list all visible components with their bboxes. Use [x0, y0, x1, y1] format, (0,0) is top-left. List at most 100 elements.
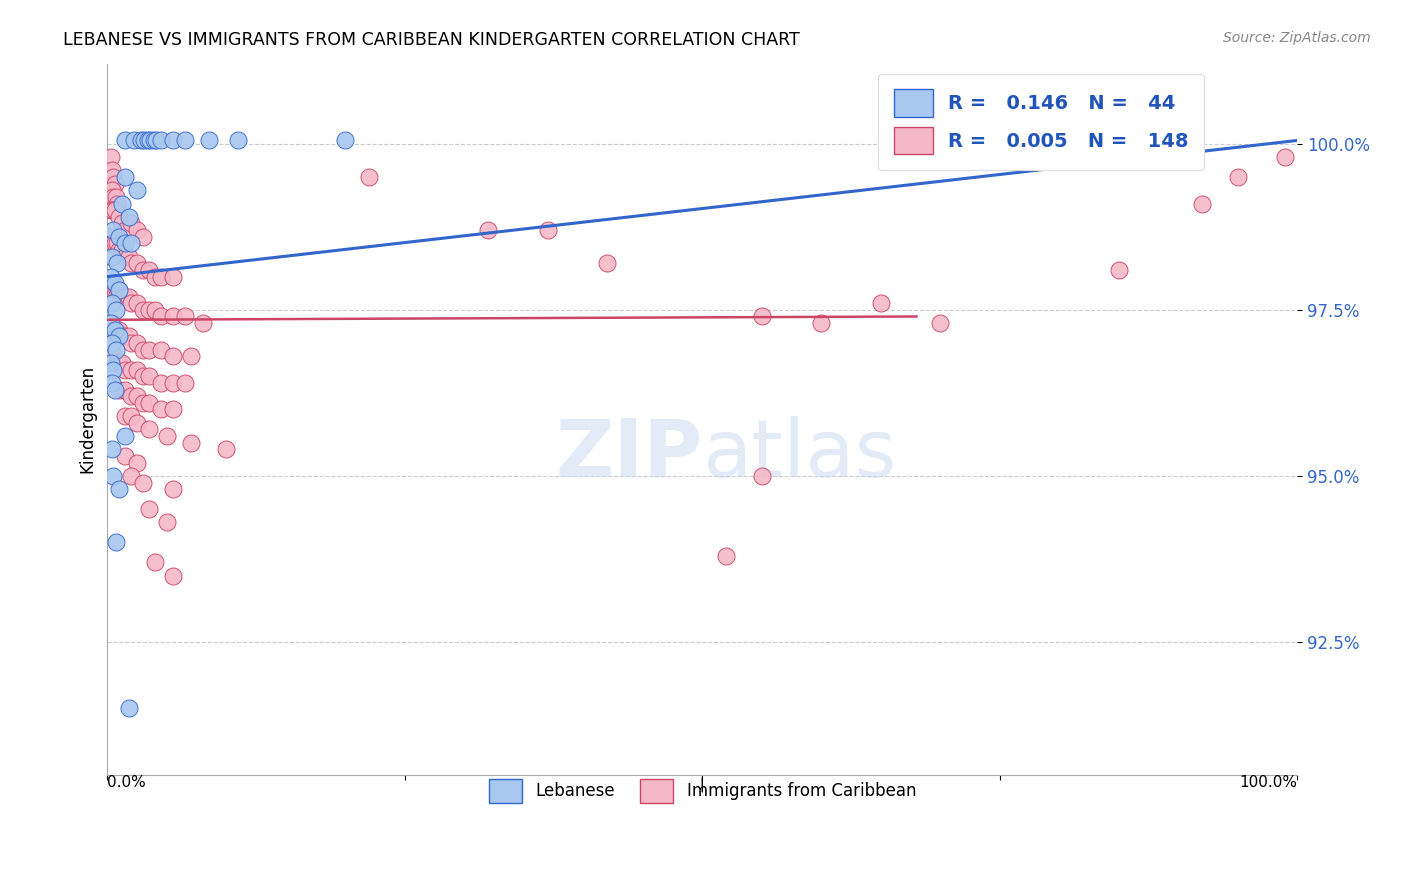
Point	[101, 376, 124, 390]
Point	[136, 133, 159, 147]
Point	[108, 356, 131, 370]
Point	[143, 302, 166, 317]
Point	[173, 133, 195, 147]
Point	[114, 169, 136, 184]
Point	[101, 336, 124, 351]
Point	[108, 283, 131, 297]
Point	[145, 133, 167, 147]
Point	[162, 376, 184, 390]
Point	[104, 343, 127, 357]
Point	[114, 223, 136, 237]
Point	[197, 133, 219, 147]
Point	[100, 203, 122, 218]
Point	[173, 310, 195, 324]
Point	[111, 217, 134, 231]
Point	[132, 475, 155, 490]
Point	[149, 343, 172, 357]
Point	[108, 243, 131, 257]
Point	[111, 356, 134, 370]
Point	[114, 133, 136, 147]
Point	[114, 362, 136, 376]
Point	[103, 323, 125, 337]
Point	[100, 269, 122, 284]
Point	[118, 250, 141, 264]
Point	[751, 469, 773, 483]
Point	[120, 362, 142, 376]
Point	[215, 442, 238, 457]
Point	[103, 203, 125, 218]
Point	[134, 133, 156, 147]
Point	[173, 376, 195, 390]
Point	[103, 283, 125, 297]
Point	[103, 169, 125, 184]
Point	[120, 409, 142, 423]
Point	[127, 362, 149, 376]
Point	[111, 289, 134, 303]
Point	[100, 356, 122, 370]
Point	[477, 223, 499, 237]
Point	[149, 376, 172, 390]
Point	[129, 133, 152, 147]
Point	[156, 516, 179, 530]
Point	[714, 549, 737, 563]
Point	[359, 169, 381, 184]
Point	[127, 336, 149, 351]
Text: 0.0%: 0.0%	[107, 775, 146, 789]
Point	[114, 236, 136, 251]
Point	[103, 469, 125, 483]
Point	[103, 277, 125, 291]
Point	[132, 229, 155, 244]
Y-axis label: Kindergarten: Kindergarten	[79, 366, 96, 474]
Point	[149, 402, 172, 417]
Point	[138, 302, 160, 317]
Point	[108, 329, 131, 343]
Point	[1274, 150, 1296, 164]
Text: Source: ZipAtlas.com: Source: ZipAtlas.com	[1223, 31, 1371, 45]
Point	[1108, 263, 1130, 277]
Point	[226, 133, 249, 147]
Point	[103, 190, 125, 204]
Point	[120, 256, 142, 270]
Point	[105, 196, 128, 211]
Point	[335, 133, 357, 147]
Point	[162, 269, 184, 284]
Point	[120, 217, 142, 231]
Point	[114, 329, 136, 343]
Point	[596, 256, 619, 270]
Point	[191, 316, 214, 330]
Point	[162, 349, 184, 363]
Text: 100.0%: 100.0%	[1239, 775, 1298, 789]
Point	[180, 349, 202, 363]
Point	[114, 409, 136, 423]
Point	[118, 329, 141, 343]
Point	[104, 190, 127, 204]
Point	[127, 256, 149, 270]
Point	[132, 369, 155, 384]
Point	[139, 133, 162, 147]
Point	[118, 289, 141, 303]
Point	[536, 223, 558, 237]
Point	[132, 343, 155, 357]
Point	[100, 150, 122, 164]
Point	[108, 229, 131, 244]
Point	[103, 236, 125, 251]
Text: LEBANESE VS IMMIGRANTS FROM CARIBBEAN KINDERGARTEN CORRELATION CHART: LEBANESE VS IMMIGRANTS FROM CARIBBEAN KI…	[63, 31, 800, 49]
Point	[108, 210, 131, 224]
Point	[149, 310, 172, 324]
Point	[111, 196, 134, 211]
Point	[111, 243, 134, 257]
Point	[101, 163, 124, 178]
Point	[162, 482, 184, 496]
Point	[104, 535, 127, 549]
Point	[114, 429, 136, 443]
Point	[100, 316, 122, 330]
Point	[162, 133, 184, 147]
Point	[138, 502, 160, 516]
Point	[100, 229, 122, 244]
Point	[1132, 133, 1154, 147]
Point	[138, 422, 160, 436]
Point	[122, 133, 145, 147]
Point	[120, 236, 142, 251]
Point	[142, 133, 165, 147]
Point	[149, 269, 172, 284]
